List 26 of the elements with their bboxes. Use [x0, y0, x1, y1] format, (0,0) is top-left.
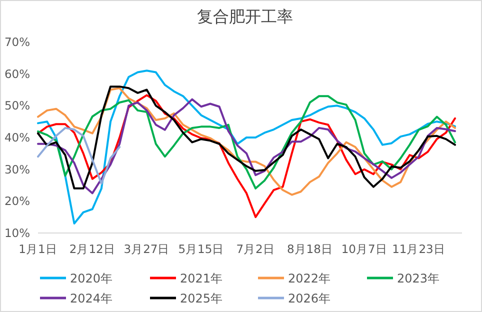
- x-tick-label: 2月12日: [69, 242, 116, 256]
- x-tick-label: 10月7日: [341, 242, 388, 256]
- y-tick-label: 60%: [4, 66, 30, 81]
- y-tick-label: 70%: [4, 35, 30, 49]
- legend-label: 2023年: [397, 272, 440, 286]
- x-tick-label: 1月1日: [18, 242, 58, 256]
- x-tick-label: 5月15日: [178, 242, 224, 256]
- y-tick-label: 30%: [4, 162, 30, 176]
- legend-label: 2021年: [180, 272, 223, 286]
- line-series: [37, 94, 456, 218]
- x-tick-label: 7月2日: [236, 242, 275, 256]
- x-tick-label: 3月27日: [124, 242, 170, 256]
- x-tick-label: 11月23日: [392, 242, 446, 256]
- chart-title: 复合肥开工率: [197, 7, 293, 26]
- line-series: [37, 126, 121, 185]
- legend-label: 2024年: [70, 292, 113, 306]
- y-tick-label: 50%: [4, 98, 30, 113]
- x-tick-label: 8月18日: [286, 242, 333, 256]
- legend-label: 2020年: [70, 272, 113, 286]
- legend-label: 2026年: [288, 292, 331, 306]
- y-tick-label: 40%: [4, 130, 30, 144]
- y-tick-label: 10%: [4, 226, 30, 240]
- legend-label: 2025年: [180, 292, 223, 306]
- legend-label: 2022年: [288, 272, 331, 286]
- line-series: [37, 70, 456, 224]
- y-tick-label: 20%: [4, 194, 30, 208]
